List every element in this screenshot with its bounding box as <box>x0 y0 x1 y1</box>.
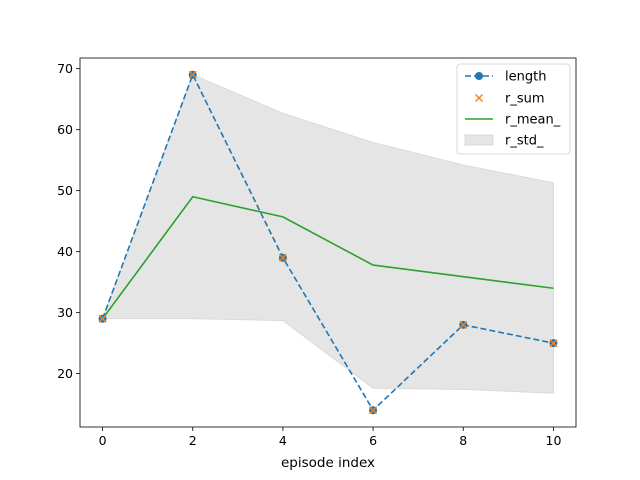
data-point-r-sum <box>549 339 558 348</box>
data-point-r-sum <box>369 406 378 415</box>
legend-label: r_sum <box>505 92 545 107</box>
data-point-r-sum <box>188 70 197 79</box>
x-tick-label: 0 <box>99 433 107 448</box>
legend-label: length <box>505 70 546 85</box>
series-layer <box>101 72 554 412</box>
legend-swatch-length-marker <box>475 72 483 80</box>
x-tick-label: 6 <box>369 433 377 448</box>
y-tick-label: 50 <box>57 183 73 198</box>
x-axis-label: episode index <box>281 455 375 471</box>
plot-frame <box>79 57 577 428</box>
legend: length r_sum r_mean_ r_std_ <box>456 63 571 155</box>
y-tick-label: 40 <box>57 244 73 259</box>
series-line-length <box>101 72 554 412</box>
legend-swatch-r-sum <box>475 94 483 102</box>
x-tick-label: 10 <box>546 433 562 448</box>
legend-box <box>456 63 571 155</box>
data-point-r-sum <box>459 320 468 329</box>
x-axis-ticks: 0 2 4 6 8 10 <box>99 427 562 448</box>
y-tick-label: 70 <box>57 61 73 76</box>
data-point-r-sum <box>98 314 107 323</box>
data-point-r-sum <box>278 253 287 262</box>
legend-label: r_std_ <box>505 134 544 149</box>
x-tick-label: 8 <box>459 433 467 448</box>
y-axis-ticks: 20 30 40 50 60 70 <box>57 61 80 381</box>
y-tick-label: 60 <box>57 122 73 137</box>
x-tick-label: 2 <box>189 433 197 448</box>
series-line-r-mean <box>101 195 554 320</box>
marker-layer <box>98 70 558 415</box>
legend-swatch-r-std <box>464 134 494 146</box>
x-tick-label: 4 <box>279 433 287 448</box>
y-tick-label: 20 <box>57 366 73 381</box>
legend-label: r_mean_ <box>505 113 561 128</box>
y-tick-label: 30 <box>57 305 73 320</box>
